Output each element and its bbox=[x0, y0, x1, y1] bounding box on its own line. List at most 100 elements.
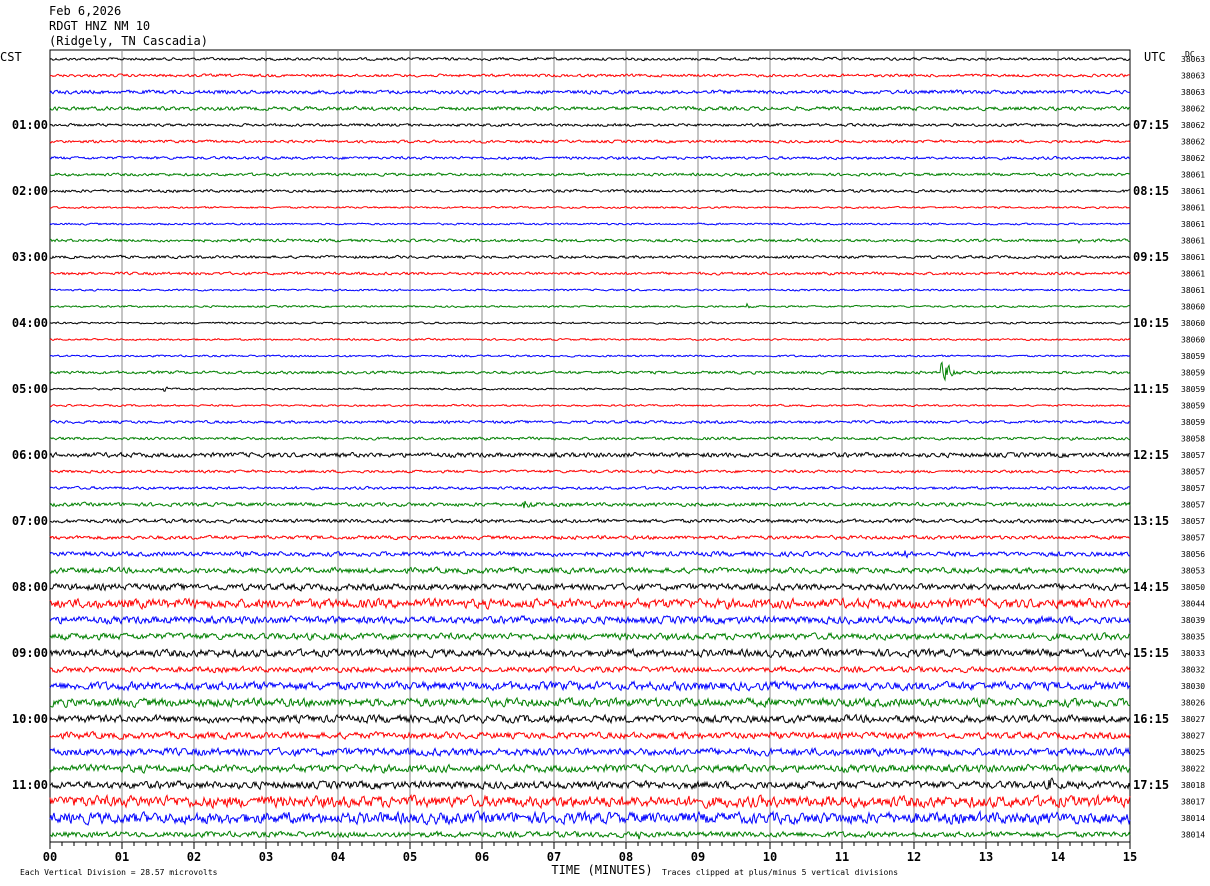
trace-line bbox=[49, 696, 1131, 709]
utc-hour-label: 08:15 bbox=[1133, 184, 1169, 198]
trace-line bbox=[49, 354, 1131, 358]
trace-line bbox=[49, 730, 1131, 741]
dc-offset-label: 38061 bbox=[1181, 286, 1205, 295]
cst-hour-label: 11:00 bbox=[12, 778, 48, 792]
dc-offset-label: 38026 bbox=[1181, 699, 1205, 708]
dc-offset-label: 38060 bbox=[1181, 303, 1205, 312]
trace-line bbox=[49, 73, 1131, 78]
cst-hour-label: 01:00 bbox=[12, 118, 48, 132]
trace-line bbox=[49, 830, 1131, 840]
dc-offset-label: 38027 bbox=[1181, 732, 1205, 741]
x-tick-label: 07 bbox=[547, 850, 561, 864]
traces bbox=[49, 56, 1131, 840]
trace-line bbox=[49, 403, 1131, 408]
trace-line bbox=[49, 713, 1131, 725]
x-tick-label: 03 bbox=[259, 850, 273, 864]
x-tick-label: 11 bbox=[835, 850, 849, 864]
trace-line bbox=[49, 139, 1131, 144]
trace-line bbox=[49, 500, 1131, 509]
dc-offset-label: 38022 bbox=[1181, 765, 1205, 774]
axis-labels: 00 01 02 03 04 05 06 07 08 09 10 11 12 13 14 15 CST UTC DC… bbox=[0, 50, 1205, 877]
dc-offset-label: 38017 bbox=[1181, 798, 1205, 807]
dc-offset-label: 38056 bbox=[1181, 550, 1205, 559]
x-tick-label: 00 bbox=[43, 850, 57, 864]
trace-line bbox=[49, 614, 1131, 626]
x-tick-label: 01 bbox=[115, 850, 129, 864]
cst-hour-label: 03:00 bbox=[12, 250, 48, 264]
dc-offset-label: 38061 bbox=[1181, 237, 1205, 246]
utc-hour-label: 16:15 bbox=[1133, 712, 1169, 726]
dc-offset-label: 38062 bbox=[1181, 138, 1205, 147]
dc-offset-label: 38061 bbox=[1181, 270, 1205, 279]
dc-offset-label: 38018 bbox=[1181, 781, 1205, 790]
x-tick-label: 10 bbox=[763, 850, 777, 864]
dc-offset-label: 38027 bbox=[1181, 715, 1205, 724]
trace-line bbox=[49, 763, 1131, 774]
x-axis-title: TIME (MINUTES) bbox=[551, 863, 652, 877]
utc-hour-label: 09:15 bbox=[1133, 250, 1169, 264]
right-axis-label: UTC bbox=[1144, 50, 1166, 64]
trace-line bbox=[49, 288, 1131, 292]
utc-hour-label: 12:15 bbox=[1133, 448, 1169, 462]
dc-offset-label: 38060 bbox=[1181, 319, 1205, 328]
x-tick-label: 02 bbox=[187, 850, 201, 864]
dc-offset-label: 38057 bbox=[1181, 468, 1205, 477]
dc-offset-label: 38062 bbox=[1181, 121, 1205, 130]
trace-line bbox=[49, 361, 1131, 382]
cst-hour-label: 02:00 bbox=[12, 184, 48, 198]
trace-line bbox=[49, 271, 1131, 276]
trace-line bbox=[49, 534, 1131, 541]
trace-line bbox=[49, 550, 1131, 559]
dc-offset-label: 38062 bbox=[1181, 154, 1205, 163]
dc-offset-label: 38050 bbox=[1181, 583, 1205, 592]
trace-line bbox=[50, 238, 1131, 245]
cst-hour-label: 04:00 bbox=[12, 316, 48, 330]
dc-offset-label: 38057 bbox=[1181, 451, 1205, 460]
cst-hour-label: 09:00 bbox=[12, 646, 48, 660]
dc-offset-label: 38039 bbox=[1181, 616, 1205, 625]
trace-line bbox=[49, 337, 1131, 342]
dc-offset-label: 38058 bbox=[1181, 435, 1205, 444]
trace-line bbox=[49, 451, 1131, 459]
trace-line bbox=[49, 469, 1131, 474]
dc-offset-label: 38035 bbox=[1181, 633, 1205, 642]
utc-hour-label: 17:15 bbox=[1133, 778, 1169, 792]
trace-line bbox=[49, 582, 1131, 592]
footer-clip-note: Traces clipped at plus/minus 5 vertical … bbox=[662, 868, 898, 877]
cst-hour-label: 07:00 bbox=[12, 514, 48, 528]
header-date: Feb 6,2026 bbox=[49, 4, 122, 18]
dc-offset-label: 38030 bbox=[1181, 682, 1205, 691]
utc-hour-label: 11:15 bbox=[1133, 382, 1169, 396]
dc-offset-label: 38059 bbox=[1181, 352, 1205, 361]
dc-offset-label: 38061 bbox=[1181, 220, 1205, 229]
trace-line bbox=[49, 56, 1131, 62]
utc-hour-label: 07:15 bbox=[1133, 118, 1169, 132]
dc-offset-label: 38057 bbox=[1181, 534, 1205, 543]
x-tick-label: 06 bbox=[475, 850, 489, 864]
utc-hour-label: 13:15 bbox=[1133, 514, 1169, 528]
left-axis-label: CST bbox=[0, 50, 22, 64]
dc-offset-label: 38014 bbox=[1181, 831, 1205, 840]
dc-offset-label: 38063 bbox=[1181, 72, 1205, 81]
dc-offset-label: 38032 bbox=[1181, 666, 1205, 675]
dc-offset-label: 38062 bbox=[1181, 105, 1205, 114]
trace-line bbox=[49, 155, 1131, 161]
dc-offset-label: 38060 bbox=[1181, 336, 1205, 345]
trace-line bbox=[49, 566, 1130, 575]
dc-offset-label: 38053 bbox=[1181, 567, 1205, 576]
trace-line bbox=[49, 205, 1131, 210]
trace-line bbox=[49, 596, 1131, 611]
dc-offset-label: 38063 bbox=[1181, 88, 1205, 97]
trace-line bbox=[49, 122, 1131, 128]
dc-offset-label: 38044 bbox=[1181, 600, 1205, 609]
dc-offset-label: 38057 bbox=[1181, 517, 1205, 526]
cst-hour-label: 06:00 bbox=[12, 448, 48, 462]
x-tick-label: 12 bbox=[907, 850, 921, 864]
trace-line bbox=[49, 647, 1131, 659]
trace-line bbox=[49, 254, 1131, 260]
trace-line bbox=[49, 746, 1131, 758]
cst-hour-label: 08:00 bbox=[12, 580, 48, 594]
plot-frame bbox=[49, 49, 1131, 843]
x-tick-label: 09 bbox=[691, 850, 705, 864]
